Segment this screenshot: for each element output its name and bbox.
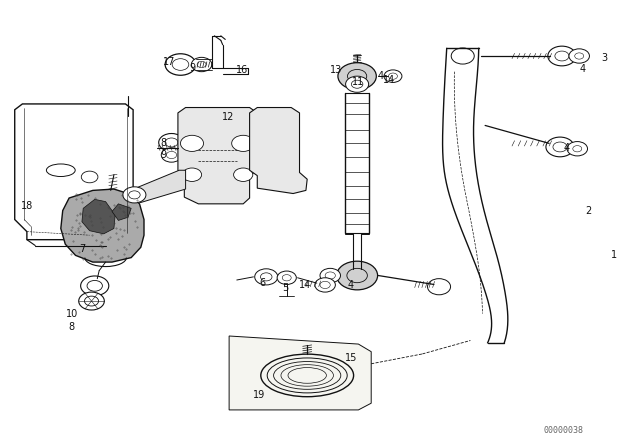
Text: 14: 14 [383,75,396,85]
Circle shape [191,57,212,72]
Circle shape [81,276,109,296]
Circle shape [165,54,196,75]
Polygon shape [250,108,307,194]
Text: 13: 13 [330,65,342,75]
Circle shape [546,137,574,157]
Text: 3: 3 [602,53,608,63]
Circle shape [548,46,576,66]
Text: 9: 9 [160,151,166,160]
Circle shape [338,63,376,90]
Circle shape [320,268,340,283]
Text: 4: 4 [348,280,354,290]
Text: 15: 15 [344,353,357,363]
Circle shape [346,76,369,92]
Circle shape [451,48,474,64]
Text: 10: 10 [65,309,78,319]
Text: 11: 11 [352,78,365,87]
Text: 7: 7 [79,244,85,254]
Polygon shape [125,170,186,202]
Text: 5: 5 [282,283,289,293]
Text: 4: 4 [579,65,586,74]
Text: 4: 4 [378,71,384,81]
Polygon shape [229,336,371,410]
Polygon shape [178,108,257,204]
Circle shape [428,279,451,295]
Text: 00000038: 00000038 [543,426,583,435]
Polygon shape [82,199,115,234]
Circle shape [161,148,182,162]
Text: 18: 18 [20,201,33,211]
Circle shape [337,261,378,290]
Text: 1: 1 [611,250,618,260]
Circle shape [315,278,335,292]
Circle shape [255,269,278,285]
Text: 14: 14 [298,280,311,290]
Circle shape [234,168,253,181]
Text: 9: 9 [189,63,195,73]
Text: 2: 2 [586,206,592,215]
Polygon shape [61,189,144,262]
Text: 12: 12 [221,112,234,122]
Polygon shape [112,204,131,220]
Text: 16: 16 [236,65,248,75]
Circle shape [123,187,146,203]
Text: 8: 8 [160,138,166,148]
Text: 8: 8 [68,322,75,332]
Text: 6: 6 [259,278,266,288]
Circle shape [569,49,589,63]
Circle shape [159,134,184,151]
Text: 19: 19 [253,390,266,400]
Circle shape [232,135,255,151]
Circle shape [180,135,204,151]
Text: 4: 4 [563,143,570,153]
Circle shape [182,168,202,181]
Text: 17: 17 [163,57,176,67]
Circle shape [384,70,402,82]
Circle shape [79,292,104,310]
Circle shape [277,271,296,284]
Circle shape [567,142,588,156]
